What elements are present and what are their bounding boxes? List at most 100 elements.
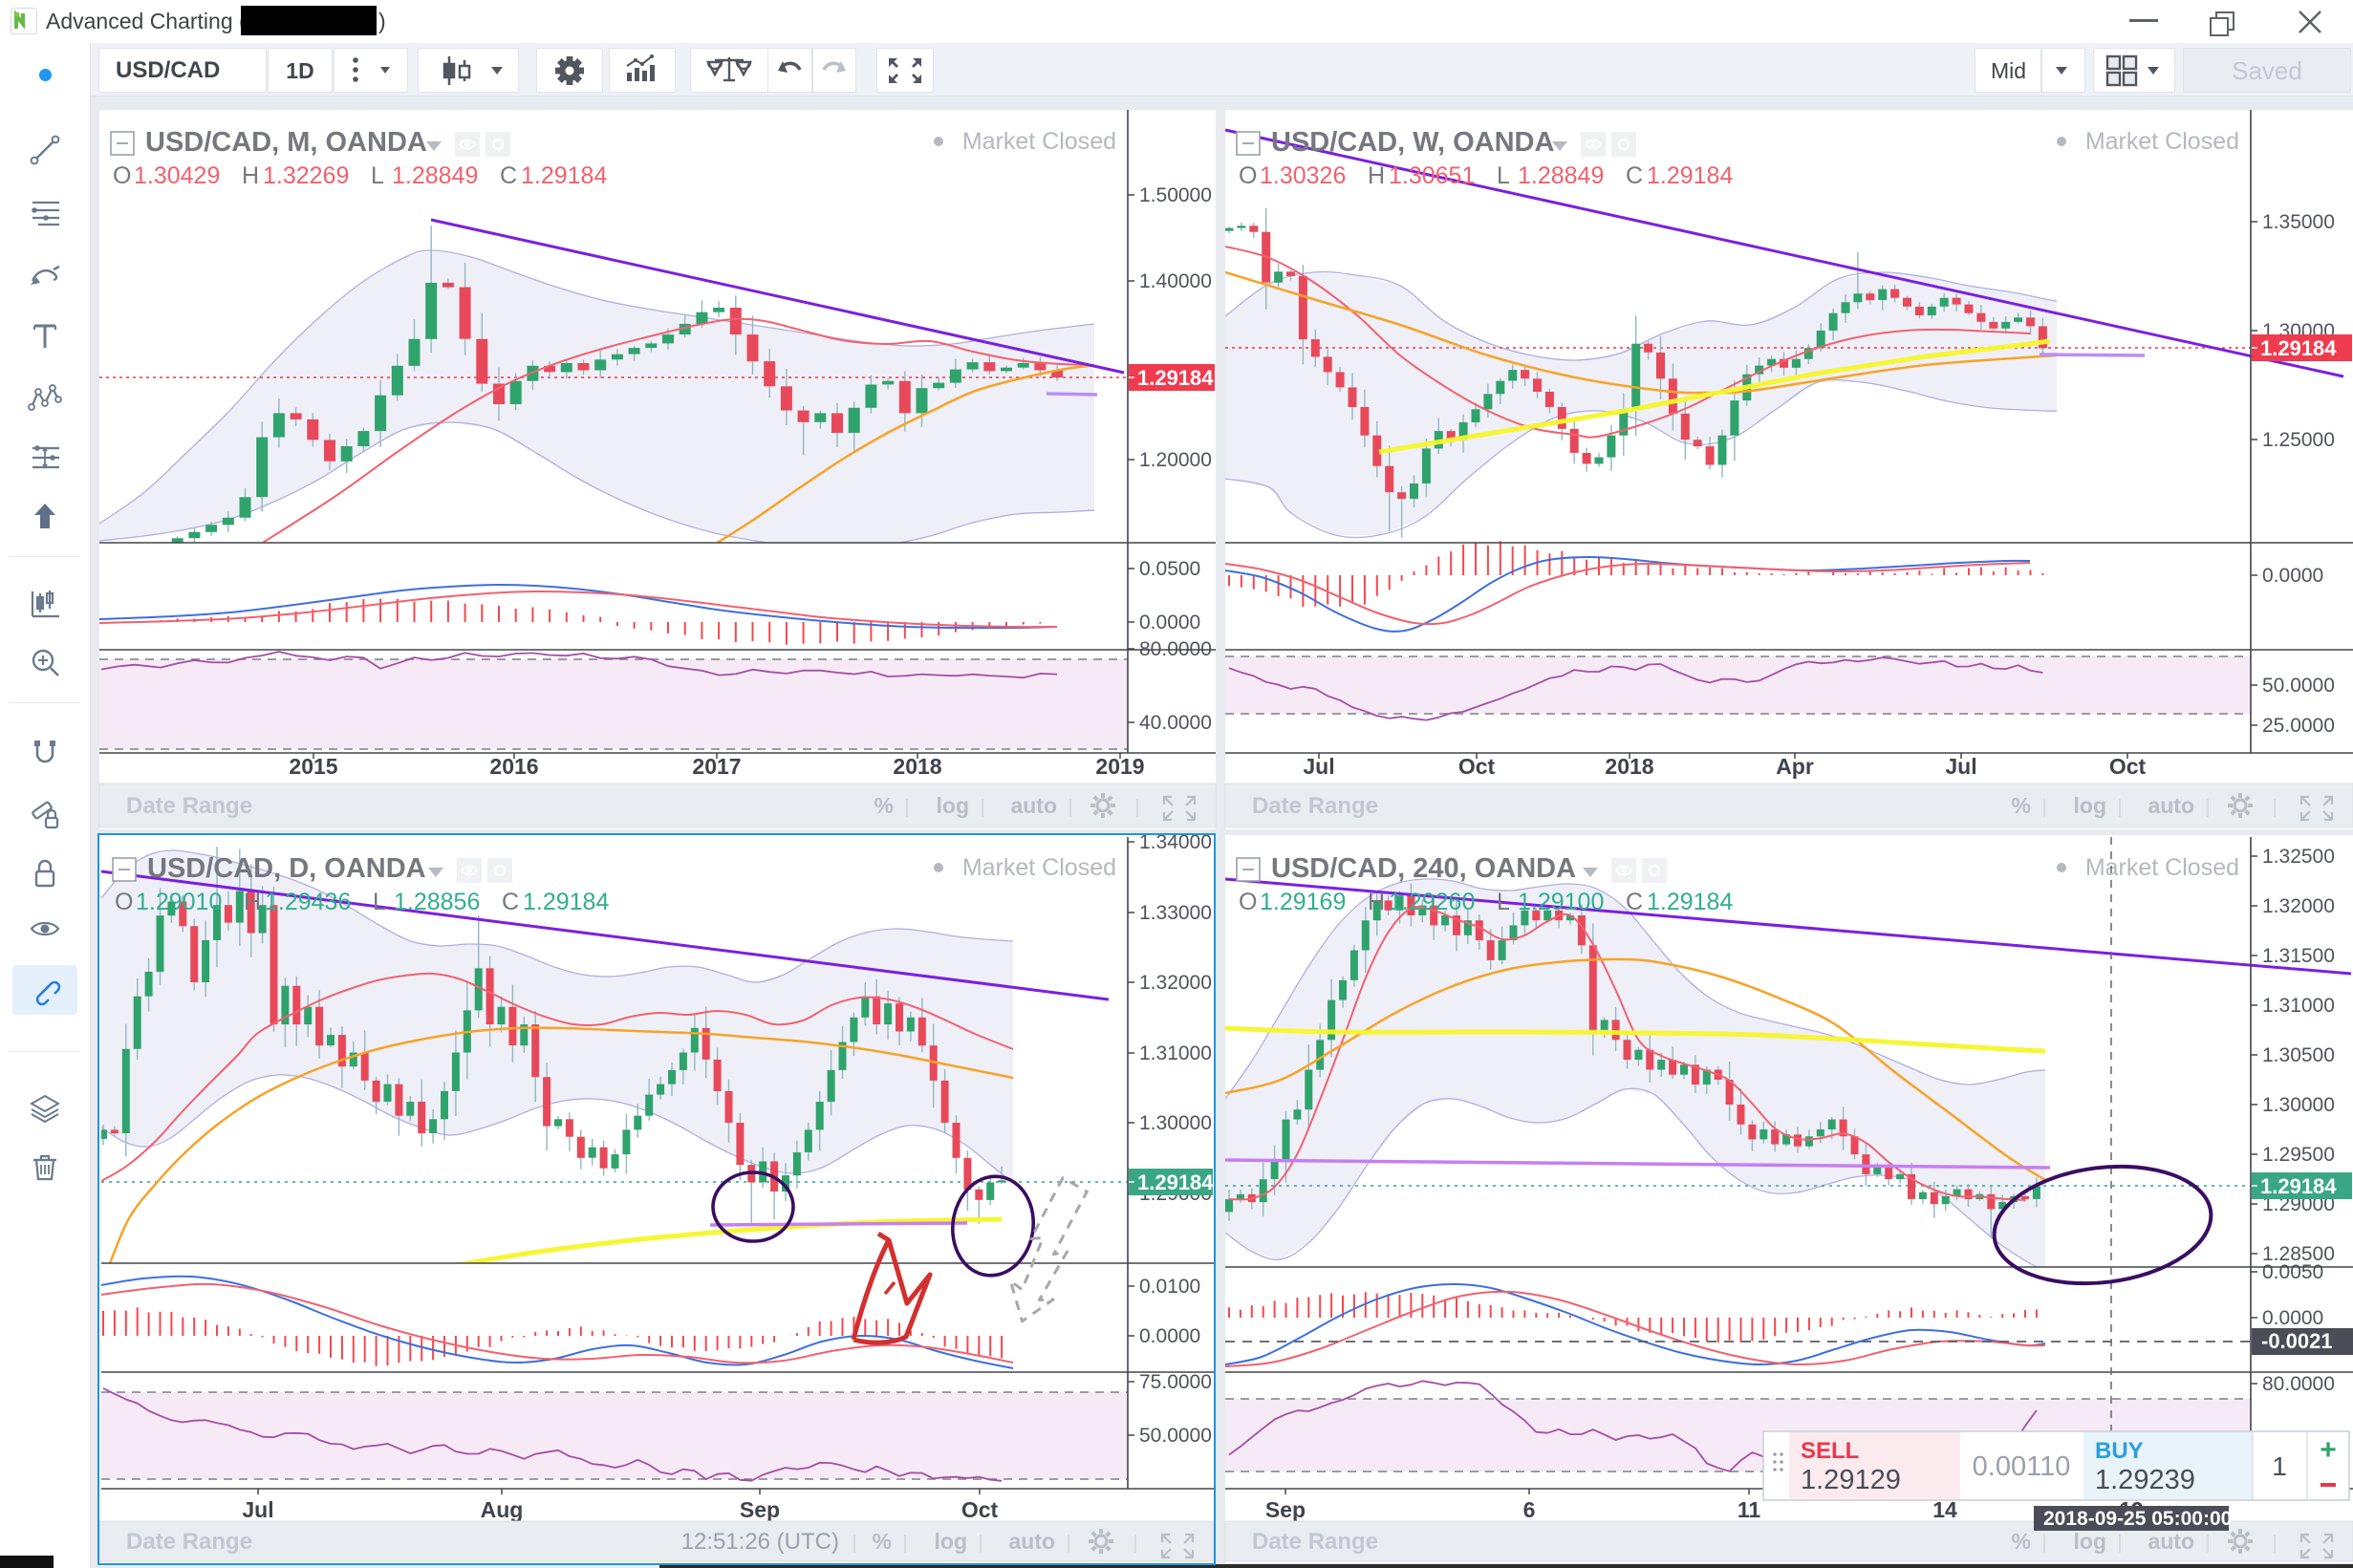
svg-text:2018: 2018: [1605, 754, 1653, 779]
svg-text:1.29169: 1.29169: [1260, 889, 1346, 915]
svg-text:Oct: Oct: [961, 1497, 999, 1522]
svg-text:Jul: Jul: [1303, 754, 1334, 779]
svg-text:1.32269: 1.32269: [263, 162, 349, 189]
svg-text:1.20000: 1.20000: [1139, 449, 1212, 471]
svg-text:L: L: [1497, 889, 1510, 915]
svg-text:0.0500: 0.0500: [1139, 558, 1200, 580]
svg-text:Oct: Oct: [1458, 754, 1496, 779]
svg-text:Market Closed: Market Closed: [2085, 854, 2239, 881]
svg-text:%: %: [2012, 793, 2031, 818]
svg-text:1.29184: 1.29184: [521, 162, 607, 189]
svg-text:Market Closed: Market Closed: [962, 854, 1116, 881]
svg-text:1.28849: 1.28849: [392, 162, 478, 189]
svg-text:1.30429: 1.30429: [134, 162, 220, 189]
svg-text:log: log: [935, 1529, 968, 1554]
svg-text:0.00110: 0.00110: [1973, 1451, 2071, 1482]
svg-text:1.29436: 1.29436: [265, 889, 351, 915]
svg-text:1.31500: 1.31500: [2262, 945, 2335, 967]
svg-text:|: |: [2205, 797, 2210, 818]
svg-text:|: |: [2041, 1533, 2046, 1554]
svg-text:1.29100: 1.29100: [1518, 889, 1604, 915]
svg-text:O: O: [115, 889, 133, 915]
svg-text:50.0000: 50.0000: [1139, 1425, 1212, 1447]
svg-text:%: %: [874, 793, 894, 818]
svg-text:14: 14: [1932, 1497, 1957, 1522]
svg-text:L: L: [371, 162, 384, 189]
svg-text:2016: 2016: [489, 754, 538, 779]
svg-text:auto: auto: [2148, 1529, 2194, 1554]
svg-text:|: |: [2041, 797, 2046, 818]
svg-text:1.30651: 1.30651: [1389, 162, 1475, 189]
svg-text:|: |: [904, 797, 909, 818]
svg-text:2015: 2015: [289, 754, 337, 779]
svg-text:|: |: [2272, 1533, 2277, 1554]
svg-text:L: L: [1497, 162, 1510, 189]
svg-text:|: |: [2117, 797, 2122, 818]
svg-text:Sep: Sep: [1265, 1497, 1306, 1522]
svg-text:2019: 2019: [1095, 754, 1144, 779]
svg-text:0.0000: 0.0000: [1139, 1325, 1200, 1347]
svg-text:|: |: [978, 1533, 982, 1554]
svg-text:|: |: [1133, 1533, 1137, 1554]
svg-text:log: log: [2074, 793, 2107, 818]
svg-text:1.34000: 1.34000: [1139, 831, 1212, 853]
svg-text:Date Range: Date Range: [126, 793, 252, 819]
svg-text:1.31000: 1.31000: [2262, 995, 2335, 1017]
svg-text:|: |: [2272, 797, 2277, 818]
svg-text:1.50000: 1.50000: [1139, 184, 1212, 206]
svg-text:12:51:26 (UTC): 12:51:26 (UTC): [681, 1529, 839, 1555]
svg-text:0.0100: 0.0100: [1139, 1276, 1200, 1298]
svg-text:1.32500: 1.32500: [2262, 846, 2335, 868]
svg-text:log: log: [2074, 1529, 2107, 1554]
svg-text:H: H: [1368, 162, 1385, 189]
svg-text:2018-09-25 05:00:00: 2018-09-25 05:00:00: [2043, 1508, 2232, 1530]
svg-text:O: O: [1239, 162, 1257, 189]
svg-text:USD/CAD, 240, OANDA: USD/CAD, 240, OANDA: [1271, 853, 1576, 884]
svg-text:1.29010: 1.29010: [136, 889, 222, 915]
svg-text:11: 11: [1738, 1497, 1761, 1522]
svg-text:1.40000: 1.40000: [1139, 270, 1212, 292]
svg-text:2017: 2017: [692, 754, 741, 779]
svg-text:Oct: Oct: [2109, 754, 2147, 779]
svg-text:2018: 2018: [893, 754, 941, 779]
svg-text:1.30000: 1.30000: [2262, 1094, 2335, 1116]
svg-text:25.0000: 25.0000: [2262, 715, 2335, 737]
svg-text:0.0000: 0.0000: [1139, 612, 1200, 634]
svg-text:1.31000: 1.31000: [1139, 1042, 1212, 1064]
svg-text:SELL: SELL: [1801, 1438, 1859, 1464]
svg-text:|: |: [1068, 797, 1072, 818]
svg-text:Date Range: Date Range: [1252, 793, 1378, 819]
svg-text:Jul: Jul: [1945, 754, 1976, 779]
svg-text:|: |: [902, 1533, 907, 1554]
svg-text:C: C: [502, 889, 519, 915]
svg-text:BUY: BUY: [2095, 1438, 2144, 1464]
svg-text:1.29184: 1.29184: [2260, 1174, 2337, 1198]
svg-text:+: +: [2320, 1434, 2337, 1466]
svg-text:50.0000: 50.0000: [2262, 675, 2335, 697]
svg-text:1.29184: 1.29184: [1137, 1171, 1214, 1194]
svg-text:USD/CAD, W, OANDA: USD/CAD, W, OANDA: [1271, 127, 1555, 158]
svg-text:|: |: [980, 797, 984, 818]
svg-text:1.28849: 1.28849: [1518, 162, 1604, 189]
svg-text:%: %: [873, 1529, 892, 1554]
svg-text:-0.0021: -0.0021: [2261, 1329, 2333, 1353]
svg-text:Sep: Sep: [740, 1497, 780, 1522]
svg-text:1.29129: 1.29129: [1801, 1465, 1901, 1495]
svg-text:USD/CAD, M, OANDA: USD/CAD, M, OANDA: [145, 127, 427, 158]
svg-text:0.0000: 0.0000: [2262, 565, 2323, 587]
svg-text:|: |: [2205, 1533, 2210, 1554]
svg-text:C: C: [1626, 889, 1643, 915]
svg-text:1.29184: 1.29184: [1137, 366, 1214, 390]
svg-text:%: %: [2012, 1529, 2031, 1554]
svg-text:1.28500: 1.28500: [2262, 1243, 2335, 1265]
svg-text:1.35000: 1.35000: [2262, 211, 2335, 233]
svg-text:0.0000: 0.0000: [2262, 1307, 2323, 1329]
svg-text:1.32000: 1.32000: [1139, 972, 1212, 994]
svg-text:1.30326: 1.30326: [1260, 162, 1346, 189]
svg-text:Date Range: Date Range: [1252, 1529, 1378, 1555]
svg-text:Date Range: Date Range: [126, 1529, 252, 1555]
svg-text:1.33000: 1.33000: [1139, 902, 1212, 924]
svg-text:1.25000: 1.25000: [2262, 429, 2335, 451]
svg-text:L: L: [373, 889, 386, 915]
svg-text:Market Closed: Market Closed: [962, 128, 1116, 155]
